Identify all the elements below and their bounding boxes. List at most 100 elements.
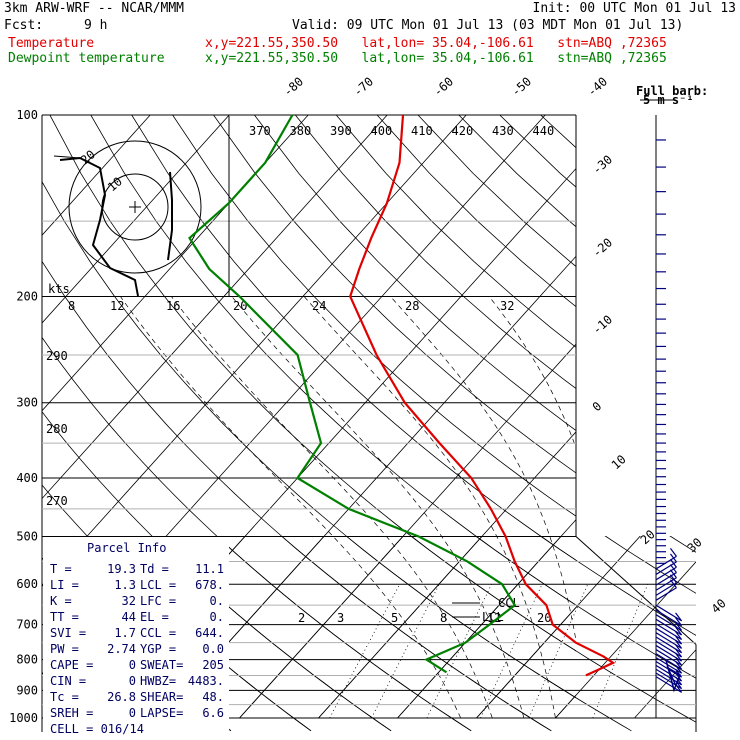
isotherm bbox=[239, 536, 404, 719]
wind-barb bbox=[655, 636, 682, 654]
wind-barb bbox=[655, 614, 682, 631]
parcel-info-value: 26.8 bbox=[107, 690, 136, 704]
isotherm bbox=[555, 561, 696, 719]
hodograph-ring-20 bbox=[68, 140, 202, 274]
wind-barb bbox=[655, 609, 682, 627]
isotherm bbox=[42, 115, 151, 236]
wind-barb-flag bbox=[675, 676, 683, 686]
parcel-info-value: 644. bbox=[195, 626, 224, 640]
isotherm-label: 40 bbox=[709, 596, 729, 616]
dry-adiabat bbox=[459, 115, 740, 731]
isotherm bbox=[714, 115, 740, 718]
wind-barb-flag bbox=[675, 635, 683, 645]
parcel-info-key: SHEAR= bbox=[140, 690, 183, 704]
parcel-info-value: 0. bbox=[210, 594, 224, 608]
ccl-annotation: CCL bbox=[498, 596, 520, 610]
mixing-ratio-label: 2 bbox=[298, 611, 305, 625]
wind-barb-flag bbox=[675, 622, 683, 631]
hodograph-speed-label: 20 bbox=[233, 299, 247, 313]
isotherm bbox=[476, 606, 576, 719]
mixing-ratio-line bbox=[528, 584, 589, 719]
isotherm bbox=[555, 694, 576, 719]
theta-label: 430 bbox=[492, 124, 514, 138]
wind-barb bbox=[655, 587, 677, 601]
wind-barb bbox=[655, 572, 677, 586]
wind-barb-flag bbox=[675, 648, 683, 658]
isobar-label-700: 700 bbox=[16, 618, 38, 632]
parcel-info-cell: CELL = 016/14 bbox=[50, 722, 144, 736]
dewpoint-profile bbox=[188, 114, 517, 674]
parcel-info-key: LFC = bbox=[140, 594, 176, 608]
parcel-info-key: SVI = bbox=[50, 626, 86, 640]
dry-adiabat bbox=[604, 536, 696, 594]
parcel-info-key: SWEAT= bbox=[140, 658, 183, 672]
dry-adiabat bbox=[499, 115, 576, 188]
isotherm bbox=[397, 519, 576, 719]
isobar-label-300: 300 bbox=[16, 396, 38, 410]
wind-barb bbox=[655, 604, 682, 622]
hodograph-speed-label: 28 bbox=[405, 299, 419, 313]
isotherm-label: 20 bbox=[638, 527, 658, 547]
parcel-info-value: 32 bbox=[122, 594, 136, 608]
hodograph-speed-label: 32 bbox=[500, 299, 514, 313]
isotherm bbox=[42, 115, 388, 500]
isobar-label-200: 200 bbox=[16, 290, 38, 304]
isobar-label-900: 900 bbox=[16, 683, 38, 697]
parcel-info-value: 0 bbox=[129, 658, 136, 672]
dry-adiabat bbox=[172, 115, 576, 517]
parcel-info-key: Tc = bbox=[50, 690, 79, 704]
parcel-info-value: 0. bbox=[210, 610, 224, 624]
parcel-info-key: K = bbox=[50, 594, 72, 608]
parcel-info-key: T = bbox=[50, 562, 72, 576]
legend-temperature-name: Temperature bbox=[8, 36, 95, 51]
wind-barb bbox=[655, 555, 677, 570]
dry-adiabat bbox=[582, 115, 740, 731]
mixing-ratio-label: 20 bbox=[537, 611, 551, 625]
parcel-info-key: SREH = bbox=[50, 706, 93, 720]
wind-barb bbox=[655, 561, 677, 575]
parcel-info-value: 0 bbox=[129, 706, 136, 720]
hodograph-speed-label: 24 bbox=[312, 299, 326, 313]
mixing-ratio-label: 3 bbox=[337, 611, 344, 625]
isobar-label-600: 600 bbox=[16, 577, 38, 591]
dry-adiabat bbox=[539, 536, 696, 636]
parcel-info-value: 4483. bbox=[188, 674, 224, 688]
isotherm-label: -30 bbox=[590, 152, 615, 177]
wind-barb bbox=[655, 644, 682, 662]
isobar-label-1000: 1000 bbox=[9, 711, 38, 725]
parcel-info-value: 2.74 bbox=[107, 642, 136, 656]
legend-temperature-info: x,y=221.55,350.50 lat,lon= 35.04,-106.61… bbox=[205, 36, 667, 51]
wind-barb-flag bbox=[675, 664, 683, 674]
hodograph-speed-label: 12 bbox=[110, 299, 124, 313]
isotherm-label: 10 bbox=[609, 452, 629, 472]
init-time: Init: 00 UTC Mon 01 Jul 13 bbox=[532, 1, 737, 16]
wind-barb bbox=[655, 640, 682, 658]
wind-barb-flag bbox=[675, 640, 683, 649]
wind-barb-cluster bbox=[665, 659, 681, 693]
dry-adiabat bbox=[213, 115, 576, 474]
wind-barb-flag bbox=[675, 626, 683, 636]
parcel-info-value: 11.1 bbox=[195, 562, 224, 576]
dry-adiabat bbox=[475, 536, 696, 679]
theta-label: 400 bbox=[371, 124, 393, 138]
moist-adiabat bbox=[120, 296, 462, 719]
moist-adiabat bbox=[303, 296, 556, 719]
hodograph-speed-label: 8 bbox=[68, 299, 75, 313]
dry-adiabat bbox=[582, 115, 740, 731]
isotherm-label: 30 bbox=[685, 535, 705, 555]
legend-dewpoint-name: Dewpoint temperature bbox=[8, 51, 165, 66]
hodograph-trace-segment bbox=[53, 155, 81, 159]
theta-label: 390 bbox=[330, 124, 352, 138]
dry-adiabat bbox=[500, 115, 740, 731]
theta-left-label: 280 bbox=[46, 422, 68, 436]
wind-barb-flag bbox=[675, 660, 683, 670]
isotherm bbox=[634, 649, 696, 719]
wind-barb bbox=[655, 582, 677, 596]
parcel-info-key: CIN = bbox=[50, 674, 86, 688]
hodograph-trace-segment bbox=[167, 171, 173, 261]
barb-legend-title: Full barb: bbox=[636, 84, 708, 98]
parcel-info-key: LCL = bbox=[140, 578, 176, 592]
forecast-label: Fcst: bbox=[4, 18, 44, 33]
theta-label: 420 bbox=[452, 124, 474, 138]
